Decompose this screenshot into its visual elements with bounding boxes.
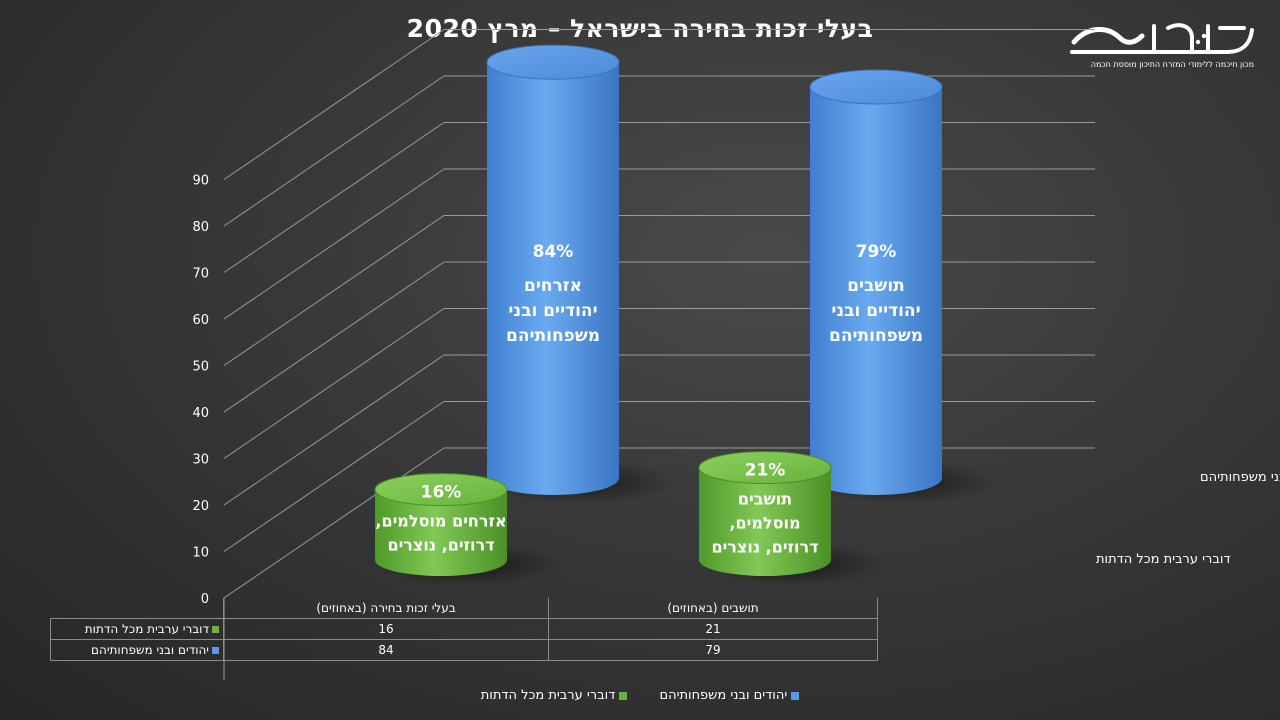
table-row-header: דוברי ערבית מכל הדתות — [50, 618, 224, 640]
bar-text-label: אזרחים — [524, 276, 582, 296]
gridline — [223, 447, 445, 599]
data-table-header: בעלי זכות בחירה (באחוזים) תושבים (באחוזי… — [51, 598, 878, 619]
bar-body — [699, 467, 831, 576]
table-cell: 16 — [223, 618, 549, 640]
legend-swatch-blue — [791, 691, 800, 700]
y-tick-label: 60 — [192, 313, 209, 328]
table-col-header: תושבים (באחוזים) — [548, 598, 878, 619]
gridline — [223, 215, 445, 366]
depth-label-series: דוברי ערבית מכל הדתות — [1096, 552, 1231, 567]
bar-value-label: 84% — [533, 242, 574, 262]
bar-body — [487, 62, 619, 495]
bar-text-label: תושבים — [847, 276, 905, 296]
bar-text-label: תושבים — [738, 490, 792, 509]
bar-text-label: משפחותיהם — [829, 326, 923, 346]
legend-swatch-green — [619, 691, 628, 700]
bar-text-label: יהודיים ובני — [508, 301, 597, 321]
gridline — [223, 261, 445, 413]
y-tick-label: 80 — [192, 220, 209, 235]
bar-1-1: 79% תושבים יהודיים ובני משפחותיהם — [809, 69, 998, 505]
legend-swatch-blue — [212, 647, 219, 654]
bar-0-0: 16% אזרחים מוסלמים, דרוזים, נוצרים — [374, 473, 563, 586]
bar-text-label: דרוזים, נוצרים — [387, 536, 494, 555]
bar-top — [374, 473, 508, 507]
y-tick-label: 90 — [192, 174, 209, 189]
y-tick-label: 70 — [192, 267, 209, 282]
depth-label-series: יהודים ובני משפחותיהם — [1200, 470, 1280, 485]
gridline — [223, 29, 445, 180]
logo-subtitle: מכון חיכמה ללימודי המזרח התיכון מוססת חכ… — [1090, 60, 1254, 69]
gridline — [223, 168, 445, 320]
chart-title: בעלי זכות בחירה בישראל – מרץ 2020 — [406, 14, 874, 43]
gridline — [223, 75, 445, 227]
bar-text-label: דרוזים, נוצרים — [711, 538, 818, 557]
bar-value-label: 16% — [421, 483, 462, 503]
depth-axis-labels: יהודים ובני משפחותיהם דוברי ערבית מכל הדת… — [1096, 470, 1280, 567]
y-tick-label: 40 — [192, 406, 209, 421]
bar-value-label: 79% — [856, 242, 897, 262]
table-row: יהודים ובני משפחותיהם 84 79 — [50, 639, 878, 661]
gridlines — [223, 29, 1095, 680]
legend-swatch-green — [212, 626, 219, 633]
bar-text-label: משפחותיהם — [506, 326, 600, 346]
gridline — [223, 354, 445, 506]
gridline — [223, 122, 445, 273]
bar-body — [810, 86, 942, 495]
y-axis-ticks: 0 10 20 30 40 50 60 70 80 90 — [192, 174, 209, 608]
bar-text-label: מוסלמים, — [729, 514, 800, 533]
bar-value-label: 21% — [745, 461, 786, 481]
logo — [1070, 23, 1254, 54]
bar-1-0: 84% אזרחים יהודיים ובני משפחותיהם — [486, 44, 675, 505]
bar-top — [486, 44, 620, 80]
legend: יהודים ובני משפחותיהם דוברי ערבית מכל הד… — [0, 688, 1280, 703]
bar-text-label: אזרחים מוסלמים, — [375, 512, 506, 531]
legend-item-green: דוברי ערבית מכל הדתות — [481, 688, 628, 703]
gridline — [223, 308, 445, 459]
legend-item-blue: יהודים ובני משפחותיהם — [659, 688, 800, 703]
y-tick-label: 0 — [201, 592, 209, 607]
y-tick-label: 10 — [192, 546, 209, 561]
table-row-header: יהודים ובני משפחותיהם — [50, 639, 224, 661]
bar-top — [809, 69, 943, 105]
table-col-header: בעלי זכות בחירה (באחוזים) — [223, 598, 549, 619]
bar-0-1: 21% תושבים מוסלמים, דרוזים, נוצרים — [698, 451, 887, 586]
table-cell: 21 — [548, 618, 878, 640]
table-cell: 84 — [223, 639, 549, 661]
gridline — [223, 401, 445, 552]
bar-top — [698, 451, 832, 485]
bar-text-label: יהודיים ובני — [831, 301, 920, 321]
table-row: דוברי ערבית מכל הדתות 16 21 — [50, 618, 878, 640]
table-cell: 79 — [548, 639, 878, 661]
y-tick-label: 30 — [192, 453, 209, 468]
bar-body — [375, 489, 507, 576]
data-table: בעלי זכות בחירה (באחוזים) תושבים (באחוזי… — [50, 598, 878, 661]
y-tick-label: 20 — [192, 499, 209, 514]
y-tick-label: 50 — [192, 360, 209, 375]
bars: 84% אזרחים יהודיים ובני משפחותיהם 79% תושבים י… — [374, 44, 998, 586]
